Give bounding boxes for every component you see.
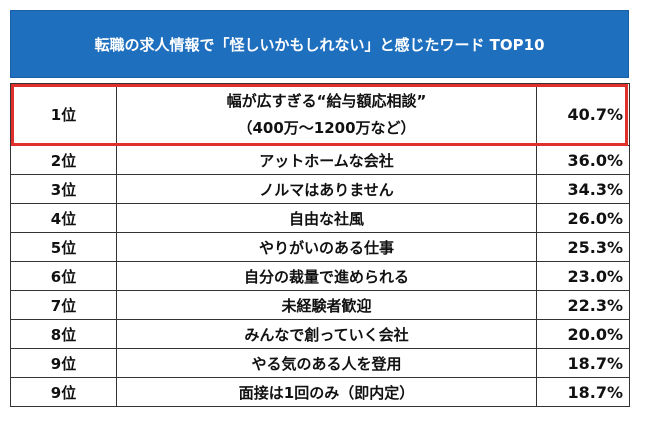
rank-cell: 9位 (10, 377, 117, 407)
table-title-header: 転職の求人情報で「怪しいかもしれない」と感じたワード TOP10 (10, 10, 629, 78)
rank-cell: 5位 (10, 232, 117, 262)
table-row: 3位 ノルマはありません 34.3% (10, 174, 630, 204)
table-row: 9位 やる気のある人を登用 18.7% (10, 348, 630, 378)
percent-cell: 18.7% (536, 377, 630, 407)
percent-cell: 36.0% (536, 145, 630, 175)
percent-cell: 25.3% (536, 232, 630, 262)
word-cell: 面接は1回のみ（即内定） (116, 377, 537, 407)
table-row: 9位 面接は1回のみ（即内定） 18.7% (10, 377, 630, 407)
ranking-table: 1位 幅が広すぎる“給与額応相談” （400万～1200万など） 40.7% 2位 アット… (10, 83, 630, 407)
percent-cell: 34.3% (536, 174, 630, 204)
rank-cell: 4位 (10, 203, 117, 233)
table-row: 4位 自由な社風 26.0% (10, 203, 630, 233)
table-row: 2位 アットホームな会社 36.0% (10, 145, 630, 175)
word-main-text: 幅が広すぎる“給与額応相談” (226, 91, 427, 110)
rank-cell: 1位 (10, 83, 117, 146)
word-cell: みんなで創っていく会社 (116, 319, 537, 349)
percent-cell: 23.0% (536, 261, 630, 291)
rank-cell: 2位 (10, 145, 117, 175)
table-row: 5位 やりがいのある仕事 25.3% (10, 232, 630, 262)
percent-cell: 20.0% (536, 319, 630, 349)
percent-cell: 22.3% (536, 290, 630, 320)
word-cell: 幅が広すぎる“給与額応相談” （400万～1200万など） (116, 83, 537, 146)
percent-cell: 40.7% (536, 83, 630, 146)
word-cell: ノルマはありません (116, 174, 537, 204)
table-row: 8位 みんなで創っていく会社 20.0% (10, 319, 630, 349)
percent-cell: 18.7% (536, 348, 630, 378)
word-cell: アットホームな会社 (116, 145, 537, 175)
word-cell: やりがいのある仕事 (116, 232, 537, 262)
rank-cell: 6位 (10, 261, 117, 291)
table-row: 6位 自分の裁量で進められる 23.0% (10, 261, 630, 291)
word-cell: 未経験者歓迎 (116, 290, 537, 320)
table-row: 7位 未経験者歓迎 22.3% (10, 290, 630, 320)
word-cell: 自由な社風 (116, 203, 537, 233)
rank-cell: 3位 (10, 174, 117, 204)
table-row: 1位 幅が広すぎる“給与額応相談” （400万～1200万など） 40.7% (10, 83, 630, 146)
ranking-table-body: 1位 幅が広すぎる“給与額応相談” （400万～1200万など） 40.7% 2位 アット… (10, 83, 630, 407)
rank-cell: 7位 (10, 290, 117, 320)
rank-cell: 8位 (10, 319, 117, 349)
rank-cell: 9位 (10, 348, 117, 378)
word-sub-text: （400万～1200万など） (237, 118, 416, 137)
word-cell: やる気のある人を登用 (116, 348, 537, 378)
word-cell: 自分の裁量で進められる (116, 261, 537, 291)
table-title: 転職の求人情報で「怪しいかもしれない」と感じたワード TOP10 (94, 35, 545, 54)
percent-cell: 26.0% (536, 203, 630, 233)
